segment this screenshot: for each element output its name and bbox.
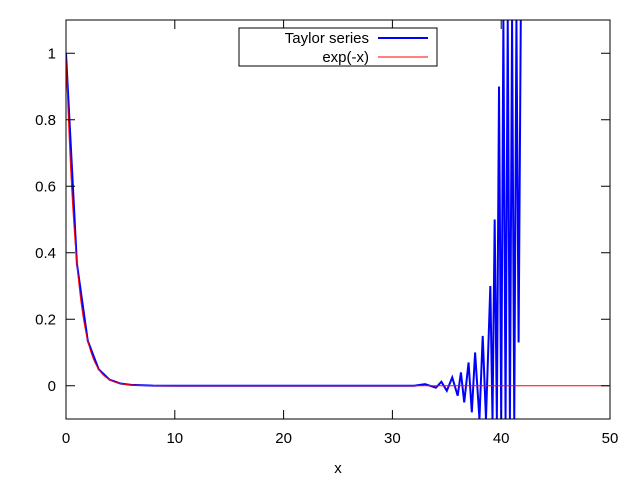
plot-frame: [65, 19, 611, 420]
y-tick-label: 0.8: [35, 112, 56, 129]
series-line-exp-x: [66, 53, 609, 387]
x-tick-label: 50: [602, 430, 619, 447]
x-axis-label: x: [334, 460, 342, 477]
x-tick-label: 40: [493, 430, 510, 447]
y-tick-label: 0: [48, 378, 56, 395]
y-tick-label: 0.4: [35, 245, 56, 262]
y-tick-label: 0.2: [35, 311, 56, 328]
legend: Taylor series exp(-x): [238, 27, 438, 67]
series-line-taylor-series: [66, 20, 522, 419]
x-tick-label: 20: [275, 430, 292, 447]
x-tick-label: 30: [384, 430, 401, 447]
y-tick-label: 0.6: [35, 178, 56, 195]
ticks-layer: 0 10 20 30 40 50 0 0.2 0.4 0.6 0.8 1: [35, 20, 618, 447]
legend-box: [238, 27, 438, 67]
series-layer: [66, 20, 609, 419]
legend-label: Taylor series: [285, 30, 369, 47]
x-tick-label: 10: [166, 430, 183, 447]
y-tick-label: 1: [48, 45, 56, 62]
x-tick-label: 0: [62, 430, 70, 447]
legend-label: exp(-x): [322, 49, 369, 66]
